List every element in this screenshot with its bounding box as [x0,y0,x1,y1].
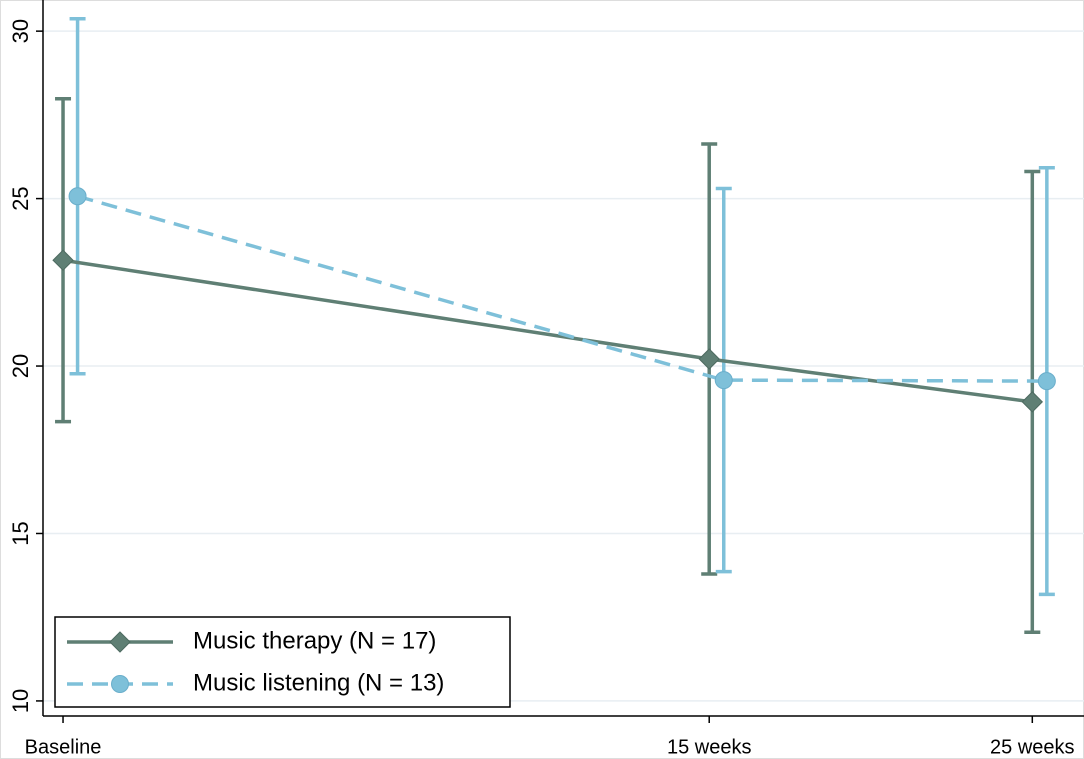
legend-box [54,616,511,708]
y-tick-label: 15 [8,521,33,545]
legend-label: Music listening (N = 13) [193,669,444,696]
data-point [698,348,720,370]
y-tick-label: 30 [8,19,33,43]
data-point [1037,372,1056,391]
x-tick-label: 25 weeks [990,736,1075,758]
legend-label: Music therapy (N = 17) [193,627,436,654]
x-tick-label: 15 weeks [667,736,752,758]
y-tick-label: 20 [8,354,33,378]
data-point [1021,391,1044,413]
data-point [52,249,74,271]
data-point [714,371,733,390]
series-line [77,194,1047,383]
data-point [68,187,87,206]
legend-marker [111,675,129,693]
y-tick-label: 10 [8,689,33,713]
legend-marker [109,631,131,653]
y-tick-label: 25 [8,186,33,210]
x-tick-label: Baseline [25,736,102,758]
